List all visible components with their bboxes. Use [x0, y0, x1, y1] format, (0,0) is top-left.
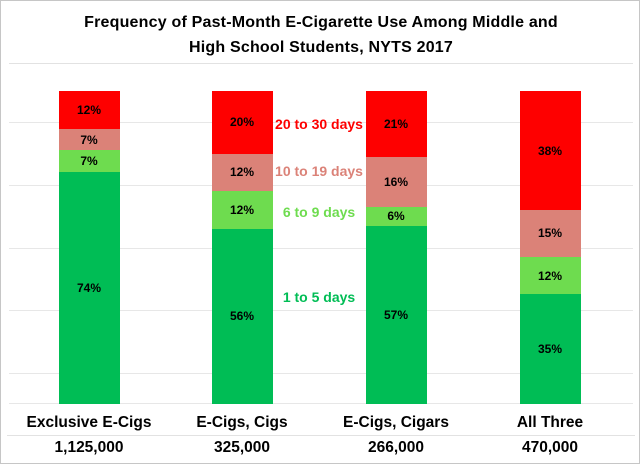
bar-segment-20-to-30-days[interactable]: 21% — [365, 91, 427, 157]
segment-value-label: 12% — [229, 165, 255, 180]
bar-segment-20-to-30-days[interactable]: 12% — [58, 91, 120, 129]
legend-label-20-to-30-days: 20 to 30 days — [275, 116, 363, 133]
bar-segment-10-to-19-days[interactable]: 15% — [519, 209, 581, 257]
bar-segment-6-to-9-days[interactable]: 12% — [211, 191, 273, 229]
segment-value-label: 12% — [76, 102, 102, 117]
segment-value-label: 15% — [537, 226, 563, 241]
segment-value-label: 35% — [537, 342, 563, 357]
gridline — [9, 247, 633, 249]
category-total: 470,000 — [521, 439, 579, 456]
bar-exclusive-e-cigs[interactable]: 74% 7% 7% 12% — [58, 91, 120, 404]
chart-title-line2: High School Students, NYTS 2017 — [188, 39, 454, 56]
gridline — [9, 184, 633, 186]
category-total: 325,000 — [213, 439, 271, 456]
segment-value-label: 6% — [387, 209, 405, 224]
bar-e-cigs-cigars[interactable]: 57% 6% 16% 21% — [365, 91, 427, 404]
bar-segment-6-to-9-days[interactable]: 6% — [365, 206, 427, 226]
category-total: 1,125,000 — [54, 439, 124, 456]
category-label-exclusive-e-cigs: Exclusive E-Cigs — [26, 414, 152, 431]
category-label-all-three: All Three — [516, 414, 584, 431]
bar-segment-6-to-9-days[interactable]: 12% — [519, 256, 581, 295]
chart-title: Frequency of Past-Month E-Cigarette Use … — [1, 10, 639, 60]
legend-label-1-to-5-days: 1 to 5 days — [282, 288, 356, 305]
bar-segment-10-to-19-days[interactable]: 16% — [365, 156, 427, 207]
bar-segment-1-to-5-days[interactable]: 35% — [519, 294, 581, 404]
x-axis-baseline — [9, 403, 633, 404]
segment-value-label: 38% — [537, 143, 563, 158]
bar-segment-20-to-30-days[interactable]: 20% — [211, 91, 273, 154]
bar-segment-1-to-5-days[interactable]: 74% — [58, 172, 120, 404]
chart-title-line1: Frequency of Past-Month E-Cigarette Use … — [84, 14, 558, 31]
axis-label-separator — [7, 435, 635, 436]
segment-value-label: 57% — [383, 307, 409, 322]
category-total: 266,000 — [367, 439, 425, 456]
segment-value-label: 16% — [383, 174, 409, 189]
bar-segment-20-to-30-days[interactable]: 38% — [519, 91, 581, 210]
segment-value-label: 7% — [80, 154, 98, 169]
title-separator — [9, 63, 633, 64]
legend-label-6-to-9-days: 6 to 9 days — [282, 204, 356, 221]
bar-e-cigs-cigs[interactable]: 56% 12% 12% 20% — [211, 91, 273, 404]
segment-value-label: 20% — [229, 115, 255, 130]
gridline — [9, 122, 633, 124]
bar-segment-10-to-19-days[interactable]: 12% — [211, 153, 273, 192]
segment-value-label: 21% — [383, 116, 409, 131]
segment-value-label: 7% — [80, 132, 98, 147]
segment-value-label: 12% — [537, 268, 563, 283]
bar-segment-1-to-5-days[interactable]: 57% — [365, 225, 427, 404]
segment-value-label: 74% — [76, 281, 102, 296]
bar-segment-6-to-9-days[interactable]: 7% — [58, 150, 120, 173]
segment-value-label: 12% — [229, 202, 255, 217]
plot-area: 74% 7% 7% 12% 56% 12% 12% 20% 57% 6% 16% 21% 35% 12% 1… — [1, 91, 639, 404]
category-label-e-cigs-cigs: E-Cigs, Cigs — [196, 414, 288, 431]
bar-segment-1-to-5-days[interactable]: 56% — [211, 228, 273, 404]
bar-segment-10-to-19-days[interactable]: 7% — [58, 128, 120, 151]
gridline — [9, 372, 633, 374]
bar-all-three[interactable]: 35% 12% 15% 38% — [519, 91, 581, 404]
segment-value-label: 56% — [229, 309, 255, 324]
gridline — [9, 310, 633, 312]
category-label-e-cigs-cigars: E-Cigs, Cigars — [343, 414, 449, 431]
legend-label-10-to-19-days: 10 to 19 days — [275, 163, 363, 180]
